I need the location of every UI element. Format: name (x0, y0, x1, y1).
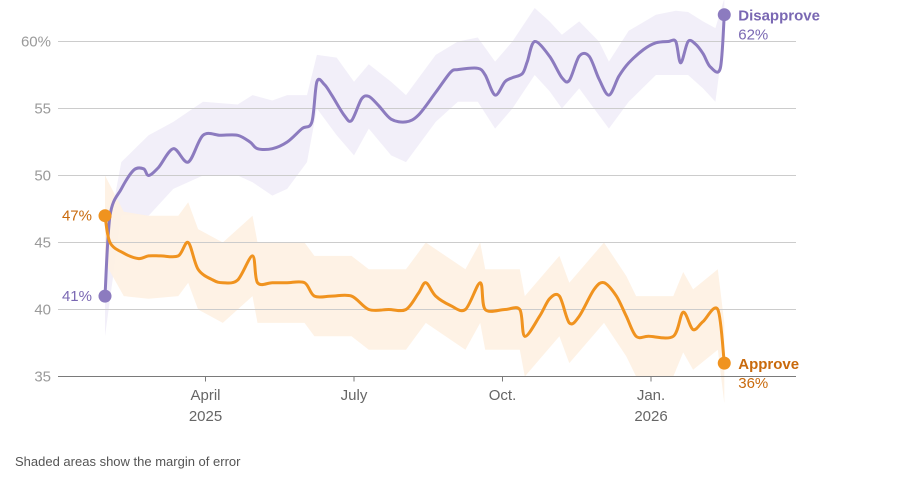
x-axis: April 2025 July Oct. Jan. 2026 (189, 376, 668, 425)
y-tick-label-60: 60% (21, 34, 51, 51)
x-tick-sublabel-2026: 2026 (634, 408, 667, 425)
approve-line (103, 214, 726, 365)
y-tick-label-40: 40 (34, 302, 51, 319)
footnote: Shaded areas show the margin of error (15, 454, 241, 469)
disapprove-end-label: 62% (738, 27, 768, 44)
approve-series-name: Approve (738, 356, 799, 373)
disapprove-series-name: Disapprove (738, 8, 820, 25)
disapprove-start-marker (98, 289, 112, 303)
y-tick-label-35: 35 (34, 369, 51, 386)
approve-start-label: 47% (62, 208, 92, 225)
margin-of-error-bands (105, 0, 725, 404)
x-tick-label-oct: Oct. (489, 387, 517, 404)
y-tick-label-50: 50 (34, 168, 51, 185)
disapprove-start-label: 41% (62, 288, 92, 305)
series-endpoints: 41% Disapprove 62% 47% Approve 36% (62, 8, 820, 392)
disapprove-line (103, 13, 726, 298)
disapprove-margin-band (105, 0, 725, 337)
series-lines (103, 13, 726, 365)
x-tick-label-april: April (190, 387, 220, 404)
disapprove-end-marker (717, 8, 731, 22)
approve-start-marker (98, 209, 112, 223)
approve-margin-band (105, 175, 725, 404)
y-tick-label-45: 45 (34, 235, 51, 252)
x-tick-label-jan: Jan. (637, 387, 665, 404)
approve-end-label: 36% (738, 375, 768, 392)
y-tick-label-55: 55 (34, 101, 51, 118)
approve-end-marker (717, 356, 731, 370)
x-tick-label-july: July (341, 387, 368, 404)
y-gridlines: 35 40 45 50 55 60% (21, 34, 796, 386)
x-tick-sublabel-2025: 2025 (189, 408, 222, 425)
